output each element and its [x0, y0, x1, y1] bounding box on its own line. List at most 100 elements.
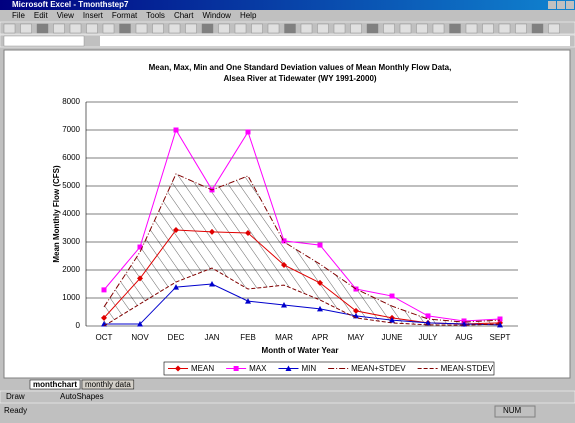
toolbar-button[interactable] [515, 23, 527, 34]
menu-item[interactable]: Window [203, 11, 232, 20]
marker [209, 228, 215, 235]
series-line [103, 173, 501, 323]
toolbar-button[interactable] [383, 23, 395, 34]
sheet-tab[interactable] [29, 379, 81, 390]
toolbar-button[interactable] [350, 23, 362, 34]
marker [285, 365, 292, 371]
menu-item[interactable]: Insert [83, 11, 104, 20]
toolbar-button[interactable] [333, 23, 346, 34]
legend-label: MIN [301, 364, 316, 373]
x-tick-label: JULY [419, 333, 439, 342]
toolbar-button[interactable] [234, 23, 247, 34]
marker [101, 314, 107, 321]
marker [137, 321, 143, 327]
x-axis-label: Month of Water Year [262, 346, 339, 355]
sheet-tab-bar [0, 379, 575, 390]
toolbar-button[interactable] [465, 23, 478, 34]
menu-item[interactable]: Help [240, 11, 257, 20]
toolbar-button[interactable] [300, 23, 313, 34]
sheet-tab-label[interactable]: monthchart [33, 380, 77, 389]
close-button[interactable] [566, 1, 574, 9]
menu-item[interactable]: File [12, 11, 25, 20]
marker [317, 305, 323, 312]
x-tick-label: APR [312, 333, 329, 342]
x-tick-label: JUNE [382, 333, 403, 342]
toolbar-button[interactable] [531, 23, 544, 34]
draw-menu[interactable]: Draw [6, 392, 25, 401]
drawing-toolbar [0, 390, 575, 404]
series-line [104, 283, 501, 326]
chart-subtitle: Alsea River at Tidewater (WY 1991-2000) [223, 74, 376, 83]
y-tick-label: 1000 [62, 293, 80, 302]
menu-item[interactable]: Edit [34, 11, 49, 20]
toolbar-button[interactable] [284, 23, 296, 34]
maximize-button[interactable] [557, 1, 565, 9]
marker [173, 284, 179, 290]
toolbar-button[interactable] [399, 23, 412, 34]
x-tick-label: JAN [204, 333, 219, 342]
toolbar-button[interactable] [218, 23, 230, 34]
menu-item[interactable]: Chart [174, 11, 194, 20]
toolbar-button[interactable] [119, 23, 131, 34]
toolbar-button[interactable] [36, 23, 49, 34]
menu-item[interactable]: Format [112, 11, 138, 20]
toolbar-button[interactable] [53, 23, 65, 34]
y-tick-label: 7000 [62, 125, 80, 134]
toolbar-button[interactable] [548, 23, 560, 34]
x-tick-label: NOV [131, 333, 149, 342]
autoshapes-menu[interactable]: AutoShapes [60, 392, 104, 401]
y-tick-label: 5000 [62, 181, 80, 190]
marker [281, 302, 287, 308]
formula-input[interactable] [100, 36, 570, 46]
toolbar-button[interactable] [185, 23, 197, 34]
marker [101, 287, 107, 293]
stdev-band [104, 173, 500, 326]
toolbar-button[interactable] [168, 23, 181, 34]
toolbar-button[interactable] [102, 23, 115, 34]
toolbar-button[interactable] [317, 23, 329, 34]
toolbar-button[interactable] [86, 23, 98, 34]
toolbar-button[interactable] [69, 23, 82, 34]
toolbar-button[interactable] [482, 23, 494, 34]
plot-area: 0 1000 2000 3000 4000 5000 6000 7000 8000 OCT NOV D… [62, 97, 518, 342]
legend-label: MEAN-STDEV [441, 364, 494, 373]
name-box[interactable] [3, 35, 85, 47]
x-tick-label: MAY [348, 333, 365, 342]
toolbar-button[interactable] [152, 23, 164, 34]
toolbar-button[interactable] [201, 23, 214, 34]
marker [389, 293, 395, 299]
legend-entries: MEAN MAX MIN MEAN+STDEV MEAN-STDEV [168, 364, 494, 373]
x-tick-label: OCT [96, 333, 113, 342]
marker [317, 279, 323, 286]
legend-label: MEAN+STDEV [351, 364, 406, 373]
toolbar-button[interactable] [432, 23, 445, 34]
menu-item[interactable]: Tools [146, 11, 165, 20]
toolbar-button[interactable] [20, 23, 32, 34]
toolbar-button[interactable] [366, 23, 379, 34]
toolbar-button[interactable] [416, 23, 428, 34]
sheet-tab-label[interactable]: monthly data [85, 380, 131, 389]
toolbar-button[interactable] [3, 23, 16, 34]
window-title: Microsoft Excel - Tmonthstep7 [12, 0, 129, 9]
y-tick-label: 0 [76, 321, 81, 330]
toolbar-buttons [3, 23, 560, 47]
num-lock: NUM [503, 406, 522, 415]
marker [281, 261, 287, 268]
x-tick-label: SEPT [490, 333, 511, 342]
menu-item[interactable]: View [57, 11, 74, 20]
marker [137, 244, 143, 250]
status-bar [0, 405, 575, 418]
marker [137, 275, 143, 282]
marker [497, 321, 503, 328]
toolbar-button[interactable] [251, 23, 263, 34]
toolbar-button[interactable] [449, 23, 461, 34]
minimize-button[interactable] [548, 1, 556, 9]
marker [173, 226, 179, 233]
chart-title: Mean, Max, Min and One Standard Deviatio… [149, 63, 452, 72]
toolbar-button[interactable] [498, 23, 511, 34]
toolbar-button[interactable] [267, 23, 280, 34]
toolbar-button[interactable] [135, 23, 148, 34]
sheet-tab[interactable] [81, 379, 135, 390]
x-tick-label: FEB [240, 333, 256, 342]
